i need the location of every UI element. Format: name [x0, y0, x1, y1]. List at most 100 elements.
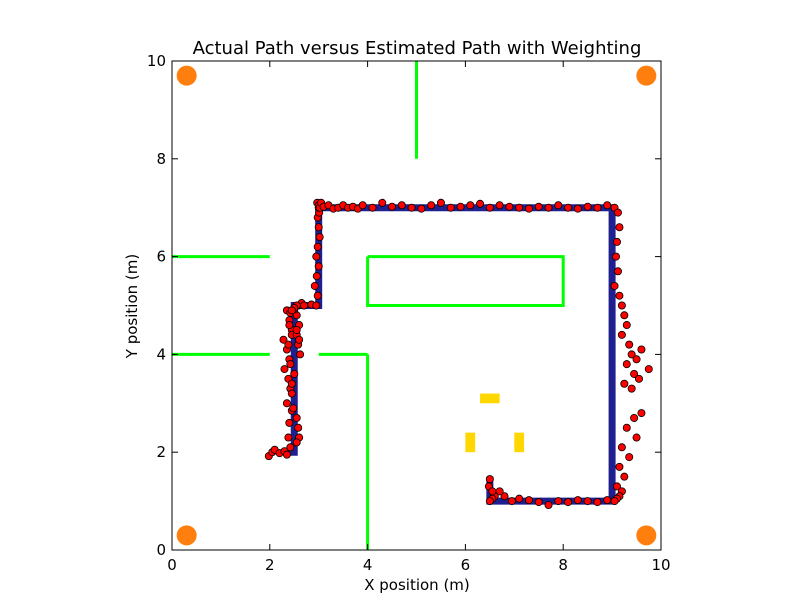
estimated-point	[544, 501, 553, 510]
estimated-point	[625, 453, 634, 462]
estimated-point	[505, 202, 514, 211]
estimated-point	[476, 199, 485, 208]
x-tick-label: 6	[461, 556, 471, 574]
estimated-point	[292, 438, 301, 447]
estimated-point	[524, 496, 533, 505]
estimated-point	[612, 237, 621, 246]
y-tick-label: 2	[156, 443, 166, 461]
obstacle-0	[480, 393, 500, 404]
estimated-point	[466, 201, 475, 210]
y-axis-label: Y position (m)	[123, 254, 141, 359]
chart-title: Actual Path versus Estimated Path with W…	[193, 38, 642, 59]
estimated-point	[296, 350, 305, 359]
estimated-point	[632, 433, 641, 442]
estimated-point	[456, 202, 465, 211]
x-tick-label: 2	[265, 556, 275, 574]
estimated-point	[612, 482, 621, 491]
estimated-point	[495, 201, 504, 210]
y-tick-label: 10	[147, 52, 166, 70]
estimated-point	[617, 301, 626, 310]
estimated-point	[286, 443, 295, 452]
estimated-point	[620, 472, 629, 481]
x-tick-label: 4	[363, 556, 373, 574]
estimated-point	[603, 201, 612, 210]
anchor-3	[636, 525, 657, 546]
x-axis-label: X position (m)	[364, 576, 470, 594]
estimated-point	[313, 291, 322, 300]
estimated-point	[436, 198, 445, 207]
estimated-point	[312, 301, 321, 310]
estimated-point	[593, 498, 602, 507]
estimated-point	[622, 321, 631, 330]
estimated-point	[620, 379, 629, 388]
estimated-point	[534, 498, 543, 507]
estimated-point	[632, 355, 641, 364]
estimated-point	[294, 423, 303, 432]
estimated-point	[613, 208, 622, 217]
estimated-point	[637, 409, 646, 418]
estimated-point	[314, 223, 323, 232]
estimated-point	[603, 496, 612, 505]
x-tick-label: 0	[167, 556, 177, 574]
estimated-point	[282, 399, 291, 408]
estimated-point	[625, 340, 634, 349]
estimated-point	[573, 496, 582, 505]
estimated-point	[300, 301, 309, 310]
estimated-point	[312, 252, 321, 261]
estimated-point	[315, 233, 324, 242]
estimated-point	[644, 365, 653, 374]
estimated-point	[613, 267, 622, 276]
estimated-point	[612, 252, 621, 261]
estimated-point	[314, 262, 323, 271]
estimated-point	[488, 487, 497, 496]
x-tick-label: 10	[651, 556, 670, 574]
y-tick-label: 0	[156, 541, 166, 559]
estimated-point	[287, 389, 296, 398]
estimated-point	[554, 201, 563, 210]
estimated-point	[583, 202, 592, 211]
estimated-point	[280, 365, 289, 374]
anchor-0	[176, 65, 197, 86]
estimated-point	[287, 306, 296, 315]
estimated-point	[279, 335, 288, 344]
estimated-point	[284, 433, 293, 442]
estimated-point	[388, 202, 397, 211]
estimated-point	[378, 198, 387, 207]
estimated-point	[615, 462, 624, 471]
estimated-point	[620, 311, 629, 320]
estimated-point	[289, 404, 298, 413]
estimated-point	[358, 201, 367, 210]
estimated-point	[295, 335, 304, 344]
obstacle-2	[514, 432, 525, 453]
estimated-point	[313, 242, 322, 251]
estimated-point	[554, 497, 563, 506]
estimated-point	[417, 204, 426, 213]
estimated-point	[610, 497, 619, 506]
estimated-point	[485, 475, 494, 484]
estimated-point	[622, 360, 631, 369]
estimated-point	[637, 345, 646, 354]
estimated-point	[615, 291, 624, 300]
obstacle-1	[465, 432, 476, 453]
estimated-point	[573, 204, 582, 213]
estimated-point	[290, 369, 299, 378]
estimated-point	[615, 223, 624, 232]
y-tick-label: 6	[156, 248, 166, 266]
estimated-point	[593, 203, 602, 212]
estimated-point	[622, 423, 631, 432]
estimated-point	[564, 203, 573, 212]
estimated-point	[634, 374, 643, 383]
estimated-point	[524, 204, 533, 213]
estimated-point	[515, 494, 524, 503]
estimated-point	[312, 272, 321, 281]
estimated-point	[485, 497, 494, 506]
estimated-point	[285, 321, 294, 330]
anchor-2	[176, 525, 197, 546]
estimated-point	[287, 379, 296, 388]
x-tick-label: 8	[558, 556, 568, 574]
estimated-point	[583, 497, 592, 506]
estimated-point	[630, 369, 639, 378]
y-tick-label: 4	[156, 345, 166, 363]
